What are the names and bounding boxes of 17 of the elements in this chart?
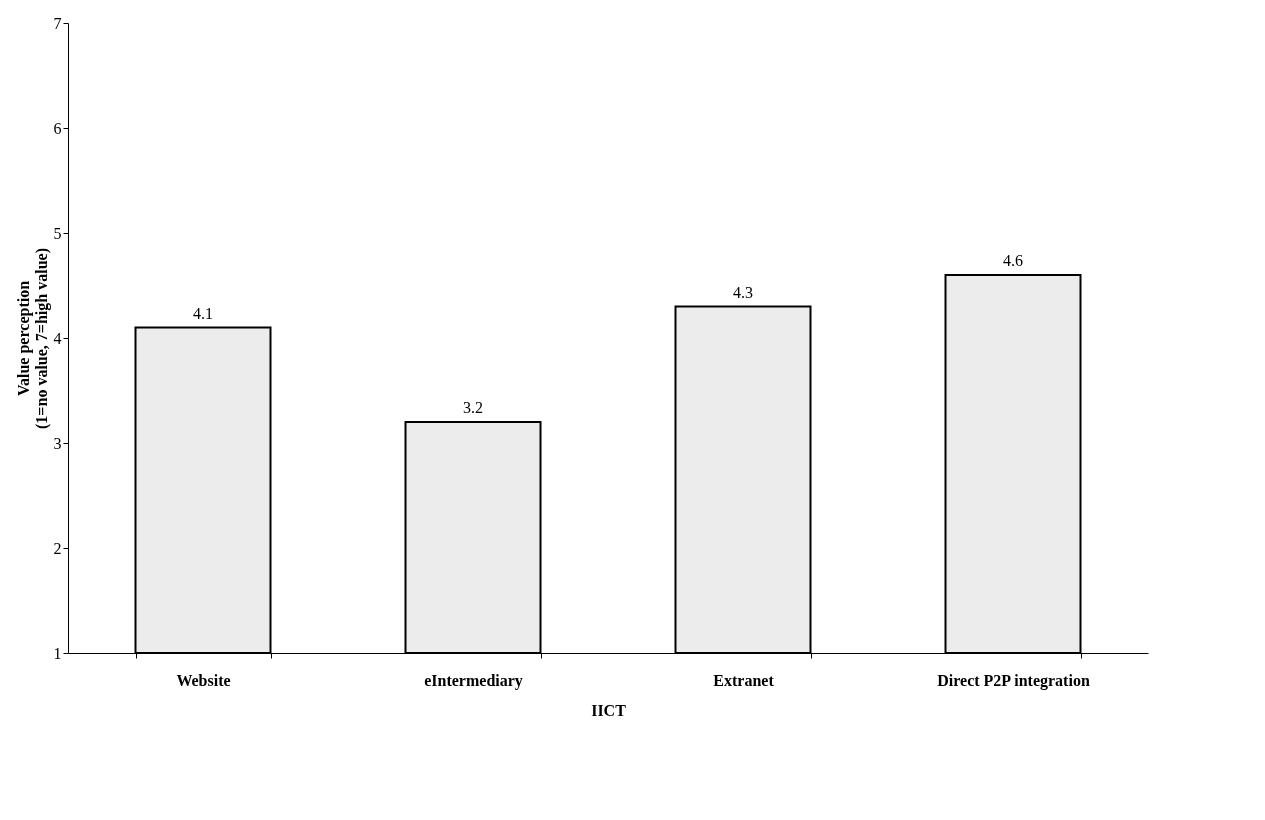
data-label: 4.3 [733, 283, 753, 301]
data-label: 4.1 [193, 304, 213, 322]
y-tick-label: 3 [53, 434, 62, 452]
y-axis-title: Value perception (1=no value, 7=high value) [14, 248, 51, 429]
x-tick-label: Website [176, 671, 231, 689]
y-tick-label: 6 [53, 119, 62, 137]
x-tick-label: Extranet [713, 671, 775, 689]
y-tick-label: 5 [53, 224, 62, 242]
y-tick-label: 2 [53, 539, 62, 557]
x-tick-label: eIntermediary [424, 671, 523, 690]
x-tick-label: Direct P2P integration [937, 671, 1090, 690]
data-label: 3.2 [463, 399, 483, 416]
y-tick-label: 4 [53, 329, 62, 347]
data-label: 4.6 [1003, 252, 1023, 269]
y-tick-label: 1 [53, 644, 62, 662]
x-axis-title: IICT [591, 701, 627, 719]
y-tick-label: 7 [53, 14, 62, 32]
